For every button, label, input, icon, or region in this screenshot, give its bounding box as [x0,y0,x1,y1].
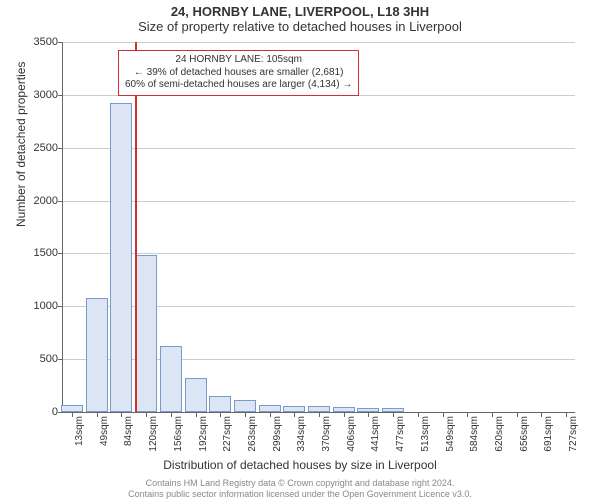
xtick-label: 120sqm [148,416,159,456]
footer-line1: Contains HM Land Registry data © Crown c… [0,478,600,488]
xtick-label: 84sqm [123,416,134,456]
xtick-label: 299sqm [272,416,283,456]
ytick-label: 2500 [18,142,58,154]
xtick-label: 477sqm [395,416,406,456]
ytick-label: 1500 [18,247,58,259]
histogram-bar [185,378,207,412]
histogram-bar [259,405,281,412]
xtick-mark [171,412,172,417]
xtick-label: 691sqm [543,416,554,456]
footer-line2: Contains public sector information licen… [0,489,600,499]
xtick-mark [492,412,493,417]
histogram-bar [209,396,231,412]
xtick-label: 584sqm [469,416,480,456]
ytick-mark [58,306,63,307]
xtick-label: 49sqm [99,416,110,456]
ytick-mark [58,148,63,149]
ytick-mark [58,42,63,43]
xtick-mark [344,412,345,417]
xtick-label: 227sqm [222,416,233,456]
x-axis-label: Distribution of detached houses by size … [0,458,600,472]
page-title: 24, HORNBY LANE, LIVERPOOL, L18 3HH [0,0,600,19]
xtick-label: 620sqm [494,416,505,456]
ytick-mark [58,95,63,96]
annotation-line3: 60% of semi-detached houses are larger (… [125,79,352,92]
xtick-mark [517,412,518,417]
xtick-label: 441sqm [370,416,381,456]
gridline [63,42,575,43]
xtick-label: 263sqm [247,416,258,456]
page-subtitle: Size of property relative to detached ho… [0,19,600,36]
histogram-bar [234,400,256,412]
xtick-label: 370sqm [321,416,332,456]
xtick-mark [121,412,122,417]
xtick-mark [72,412,73,417]
xtick-label: 513sqm [420,416,431,456]
xtick-label: 727sqm [568,416,579,456]
ytick-label: 3000 [18,89,58,101]
xtick-mark [97,412,98,417]
histogram-bar [135,255,157,413]
xtick-mark [270,412,271,417]
xtick-mark [245,412,246,417]
xtick-label: 192sqm [198,416,209,456]
xtick-label: 13sqm [74,416,85,456]
ytick-mark [58,412,63,413]
histogram-bar [86,298,108,412]
xtick-label: 156sqm [173,416,184,456]
xtick-mark [393,412,394,417]
annotation-line2: ← 39% of detached houses are smaller (2,… [125,67,352,80]
ytick-label: 0 [18,406,58,418]
xtick-mark [146,412,147,417]
annotation-line1: 24 HORNBY LANE: 105sqm [125,54,352,67]
xtick-mark [541,412,542,417]
histogram-bar [110,103,132,412]
xtick-label: 406sqm [346,416,357,456]
ytick-mark [58,201,63,202]
xtick-mark [418,412,419,417]
xtick-label: 549sqm [445,416,456,456]
xtick-mark [566,412,567,417]
gridline [63,148,575,149]
property-annotation: 24 HORNBY LANE: 105sqm ← 39% of detached… [118,50,359,96]
xtick-mark [319,412,320,417]
xtick-mark [220,412,221,417]
ytick-label: 500 [18,353,58,365]
xtick-mark [368,412,369,417]
property-marker-line [135,42,137,412]
ytick-mark [58,359,63,360]
xtick-label: 334sqm [296,416,307,456]
xtick-mark [294,412,295,417]
histogram-bar [160,346,182,412]
ytick-label: 3500 [18,36,58,48]
histogram-bar [61,405,83,412]
xtick-mark [443,412,444,417]
xtick-mark [467,412,468,417]
ytick-label: 2000 [18,195,58,207]
xtick-label: 656sqm [519,416,530,456]
ytick-label: 1000 [18,300,58,312]
gridline [63,201,575,202]
xtick-mark [196,412,197,417]
plot-area [62,42,575,413]
ytick-mark [58,253,63,254]
footer-attribution: Contains HM Land Registry data © Crown c… [0,478,600,499]
